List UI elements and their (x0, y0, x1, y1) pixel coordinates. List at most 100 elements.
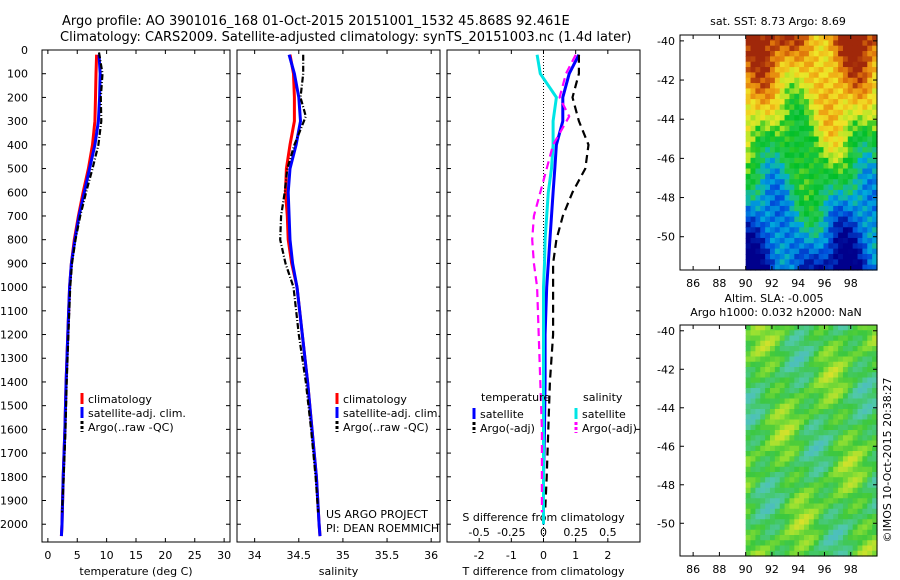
sla-map-axes-box (679, 324, 878, 557)
series-line-climatology (59, 54, 99, 537)
x-tick-label: -1 (506, 549, 517, 562)
sla-map-grid (745, 325, 878, 557)
x-tick-label: 20 (158, 549, 172, 562)
legend-label: Argo(-adj) (480, 422, 535, 435)
map-x-tick-label: 96 (817, 277, 831, 290)
legend-header: temperature (481, 391, 550, 404)
depth-tick-label: 800 (7, 234, 28, 247)
legend-label: Argo(-adj) (582, 422, 637, 435)
x-tick-label: 0 (540, 549, 547, 562)
legend-label: Argo(..raw -QC) (343, 421, 429, 434)
salinity-diff-tick-label: 0.25 (563, 526, 588, 539)
map-y-tick-label: -42 (657, 74, 675, 87)
legend-label: climatology (343, 393, 407, 406)
series-line-salinity-satellite (535, 54, 558, 525)
legend-label: satellite (480, 408, 524, 421)
depth-tick-label: 600 (7, 186, 28, 199)
x-tick-label: 34 (248, 549, 262, 562)
legend-label: satellite (582, 408, 626, 421)
legend-header: salinity (583, 391, 623, 404)
map-x-tick-label: 98 (844, 277, 858, 290)
depth-tick-label: 1100 (0, 305, 28, 318)
x-tick-label: 0 (44, 549, 51, 562)
map-x-tick-label: 86 (686, 277, 700, 290)
x-tick-label: 2 (604, 549, 611, 562)
map-y-tick-label: -46 (657, 440, 675, 453)
map-y-tick-label: -40 (657, 325, 675, 338)
footer-stamp: ©IMOS 10-Oct-2015 20:38:27 (881, 377, 894, 542)
x-tick-label: 34.5 (287, 549, 312, 562)
depth-tick-label: 1700 (0, 447, 28, 460)
sst-map-grid (745, 35, 878, 271)
legend-label: climatology (88, 393, 152, 406)
depth-tick-label: 400 (7, 139, 28, 152)
salinity-axes-box (236, 49, 441, 543)
map-x-tick-label: 86 (686, 563, 700, 576)
map-x-tick-label: 94 (791, 277, 805, 290)
depth-tick-label: 300 (7, 115, 28, 128)
map-x-tick-label: 98 (844, 563, 858, 576)
temperature-xlabel: temperature (deg C) (79, 565, 192, 578)
map-x-tick-label: 94 (791, 563, 805, 576)
map-x-tick-label: 92 (765, 563, 779, 576)
map-y-tick-label: -46 (657, 152, 675, 165)
legend-label: satellite-adj. clim. (343, 407, 441, 420)
depth-tick-label: 1000 (0, 281, 28, 294)
map-x-tick-label: 90 (739, 277, 753, 290)
sst-map-axes-box (679, 34, 878, 271)
series-line-argo-raw-qc- (279, 54, 320, 513)
depth-tick-label: 700 (7, 210, 28, 223)
title-line-2: Climatology: CARS2009. Satellite-adjuste… (60, 30, 632, 45)
map-y-tick-label: -40 (657, 35, 675, 48)
salinity-annotation: US ARGO PROJECT (326, 508, 428, 521)
map-x-tick-label: 88 (712, 277, 726, 290)
map-x-tick-label: 96 (817, 563, 831, 576)
depth-tick-label: 1600 (0, 423, 28, 436)
salinity-diff-tick-label: -0.25 (497, 526, 525, 539)
depth-tick-label: 100 (7, 68, 28, 81)
depth-tick-label: 900 (7, 257, 28, 270)
map-y-tick-label: -48 (657, 479, 675, 492)
difference-xlabel: T difference from climatology (462, 565, 625, 578)
x-tick-label: 35 (336, 549, 350, 562)
map-y-tick-label: -50 (657, 517, 675, 530)
depth-tick-label: 0 (21, 44, 28, 57)
title-line-1: Argo profile: AO 3901016_168 01-Oct-2015… (62, 14, 570, 29)
depth-tick-label: 1500 (0, 400, 28, 413)
x-tick-label: 25 (188, 549, 202, 562)
x-tick-label: 35.5 (375, 549, 400, 562)
x-tick-label: 5 (74, 549, 81, 562)
depth-tick-label: 1200 (0, 329, 28, 342)
depth-tick-label: 500 (7, 163, 28, 176)
sla-map-title-line-2: Argo h1000: 0.032 h2000: NaN (690, 306, 862, 319)
legend-label: Argo(..raw -QC) (88, 421, 174, 434)
x-tick-label: 1 (572, 549, 579, 562)
salinity-annotation: PI: DEAN ROEMMICH (326, 522, 439, 535)
salinity-diff-tick-label: 0 (540, 526, 547, 539)
map-y-tick-label: -48 (657, 192, 675, 205)
salinity-diff-tick-label: -0.5 (468, 526, 489, 539)
legend-label: satellite-adj. clim. (88, 407, 186, 420)
map-x-tick-label: 90 (739, 563, 753, 576)
depth-tick-label: 200 (7, 91, 28, 104)
depth-tick-label: 1300 (0, 352, 28, 365)
x-tick-label: 30 (217, 549, 231, 562)
salinity-diff-tick-label: 0.5 (599, 526, 617, 539)
depth-tick-label: 2000 (0, 518, 28, 531)
series-line-salinity-argo-adj- (531, 54, 577, 513)
map-x-tick-label: 88 (712, 563, 726, 576)
sst-map-title: sat. SST: 8.73 Argo: 8.69 (710, 15, 846, 28)
x-tick-label: 36 (424, 549, 438, 562)
series-line-argo-raw-qc- (60, 52, 104, 513)
x-tick-label: 15 (129, 549, 143, 562)
x-tick-label: 10 (100, 549, 114, 562)
depth-tick-label: 1900 (0, 495, 28, 508)
map-y-tick-label: -44 (657, 113, 675, 126)
sla-map-title-line-1: Altim. SLA: -0.005 (724, 292, 823, 305)
depth-tick-label: 1800 (0, 471, 28, 484)
x-tick-label: -2 (474, 549, 485, 562)
map-y-tick-label: -44 (657, 402, 675, 415)
salinity-xlabel: salinity (319, 565, 359, 578)
